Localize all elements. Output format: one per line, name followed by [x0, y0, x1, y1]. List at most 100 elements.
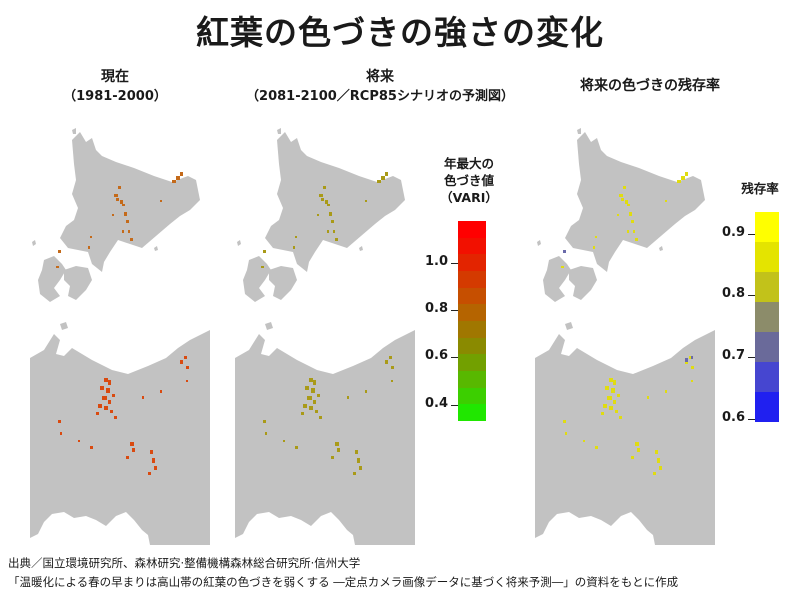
- foliage-patch: [613, 400, 616, 404]
- foliage-patch: [691, 380, 693, 382]
- foliage-patch: [385, 360, 388, 364]
- land-shape: [577, 128, 581, 134]
- foliage-patch: [309, 406, 313, 410]
- land-shape: [235, 330, 415, 545]
- residual-legend-tick-label: 0.6: [721, 409, 745, 425]
- vari-legend-swatch: [458, 387, 486, 405]
- land-shape: [269, 266, 297, 300]
- foliage-patch: [263, 250, 266, 253]
- map-future-central-japan: [235, 322, 415, 545]
- land-shape: [277, 128, 281, 134]
- foliage-patch: [295, 236, 297, 238]
- foliage-patch: [311, 388, 315, 393]
- land-shape: [265, 322, 273, 330]
- foliage-patch: [315, 410, 318, 413]
- foliage-patch: [347, 396, 349, 399]
- foliage-patch: [619, 194, 623, 197]
- foliage-patch: [381, 176, 385, 180]
- foliage-patch: [325, 200, 328, 204]
- land-shape: [535, 330, 715, 545]
- foliage-patch: [657, 458, 660, 463]
- foliage-patch: [186, 366, 189, 369]
- foliage-patch: [561, 266, 564, 268]
- foliage-patch: [605, 386, 609, 390]
- land-shape: [30, 330, 210, 545]
- foliage-patch: [176, 176, 180, 180]
- foliage-patch: [160, 200, 162, 202]
- foliage-patch: [331, 220, 334, 223]
- foliage-patch: [617, 394, 620, 397]
- foliage-patch: [283, 440, 285, 442]
- foliage-patch: [303, 404, 307, 408]
- foliage-patch: [108, 400, 111, 404]
- foliage-patch: [665, 200, 667, 202]
- foliage-patch: [627, 204, 630, 206]
- residual-legend-tick-mark: [748, 233, 755, 235]
- foliage-patch: [681, 176, 685, 180]
- foliage-patch: [114, 416, 117, 419]
- foliage-patch: [665, 390, 667, 393]
- foliage-patch: [331, 456, 334, 459]
- foliage-patch: [355, 450, 358, 454]
- vari-color-bar: [458, 221, 486, 421]
- foliage-patch: [321, 198, 324, 201]
- foliage-patch: [122, 230, 124, 233]
- foliage-patch: [621, 198, 624, 201]
- foliage-patch: [160, 390, 162, 393]
- foliage-patch: [617, 214, 619, 216]
- foliage-patch: [609, 406, 613, 410]
- foliage-patch: [295, 446, 298, 449]
- map-future-hokkaido: [237, 128, 405, 302]
- land-shape: [72, 128, 76, 134]
- foliage-patch: [180, 360, 183, 364]
- vari-legend-tick-mark: [451, 404, 458, 406]
- vari-legend-title-line-3: （VARI）: [440, 190, 498, 205]
- foliage-patch: [635, 238, 638, 241]
- foliage-patch: [627, 230, 629, 233]
- foliage-patch: [313, 380, 316, 385]
- foliage-patch: [301, 412, 304, 415]
- land-shape: [565, 132, 705, 272]
- residual-legend-tick-label: 0.8: [721, 286, 745, 302]
- foliage-patch: [563, 250, 566, 253]
- residual-color-bar: [755, 212, 779, 422]
- foliage-patch: [263, 420, 266, 423]
- foliage-patch: [90, 446, 93, 449]
- foliage-patch: [653, 472, 656, 475]
- map-residual-central-japan: [535, 322, 715, 545]
- foliage-patch: [110, 410, 113, 413]
- foliage-patch: [152, 458, 155, 463]
- land-shape: [543, 256, 571, 302]
- foliage-patch: [261, 266, 264, 268]
- residual-legend-tick-label: 0.7: [721, 348, 745, 364]
- foliage-patch: [595, 236, 597, 238]
- land-shape: [60, 322, 68, 330]
- foliage-patch: [307, 396, 312, 400]
- foliage-patch: [631, 456, 634, 459]
- foliage-patch: [319, 194, 323, 197]
- foliage-patch: [114, 194, 118, 197]
- foliage-patch: [58, 420, 61, 423]
- foliage-patch: [389, 356, 392, 359]
- column-heading-future: 将来 （2081-2100／RCP85シナリオの予測図）: [225, 68, 535, 106]
- present-heading: 現在: [101, 69, 129, 85]
- map-present-central-japan: [30, 322, 210, 545]
- vari-legend-swatch: [458, 354, 486, 371]
- residual-legend-title: 残存率: [741, 181, 779, 196]
- foliage-patch: [96, 412, 99, 415]
- foliage-patch: [391, 366, 394, 369]
- foliage-patch: [353, 472, 356, 475]
- foliage-patch: [150, 450, 153, 454]
- vari-legend-title-line-2: 色づき値: [443, 173, 494, 188]
- land-shape: [565, 322, 573, 330]
- foliage-patch: [615, 410, 618, 413]
- foliage-patch: [637, 448, 640, 452]
- foliage-patch: [130, 238, 133, 241]
- foliage-patch: [365, 200, 367, 202]
- foliage-patch: [593, 246, 595, 249]
- foliage-patch: [335, 238, 338, 241]
- foliage-patch: [120, 200, 123, 204]
- foliage-patch: [685, 358, 688, 362]
- land-shape: [64, 266, 92, 300]
- vari-legend-swatch: [458, 270, 486, 288]
